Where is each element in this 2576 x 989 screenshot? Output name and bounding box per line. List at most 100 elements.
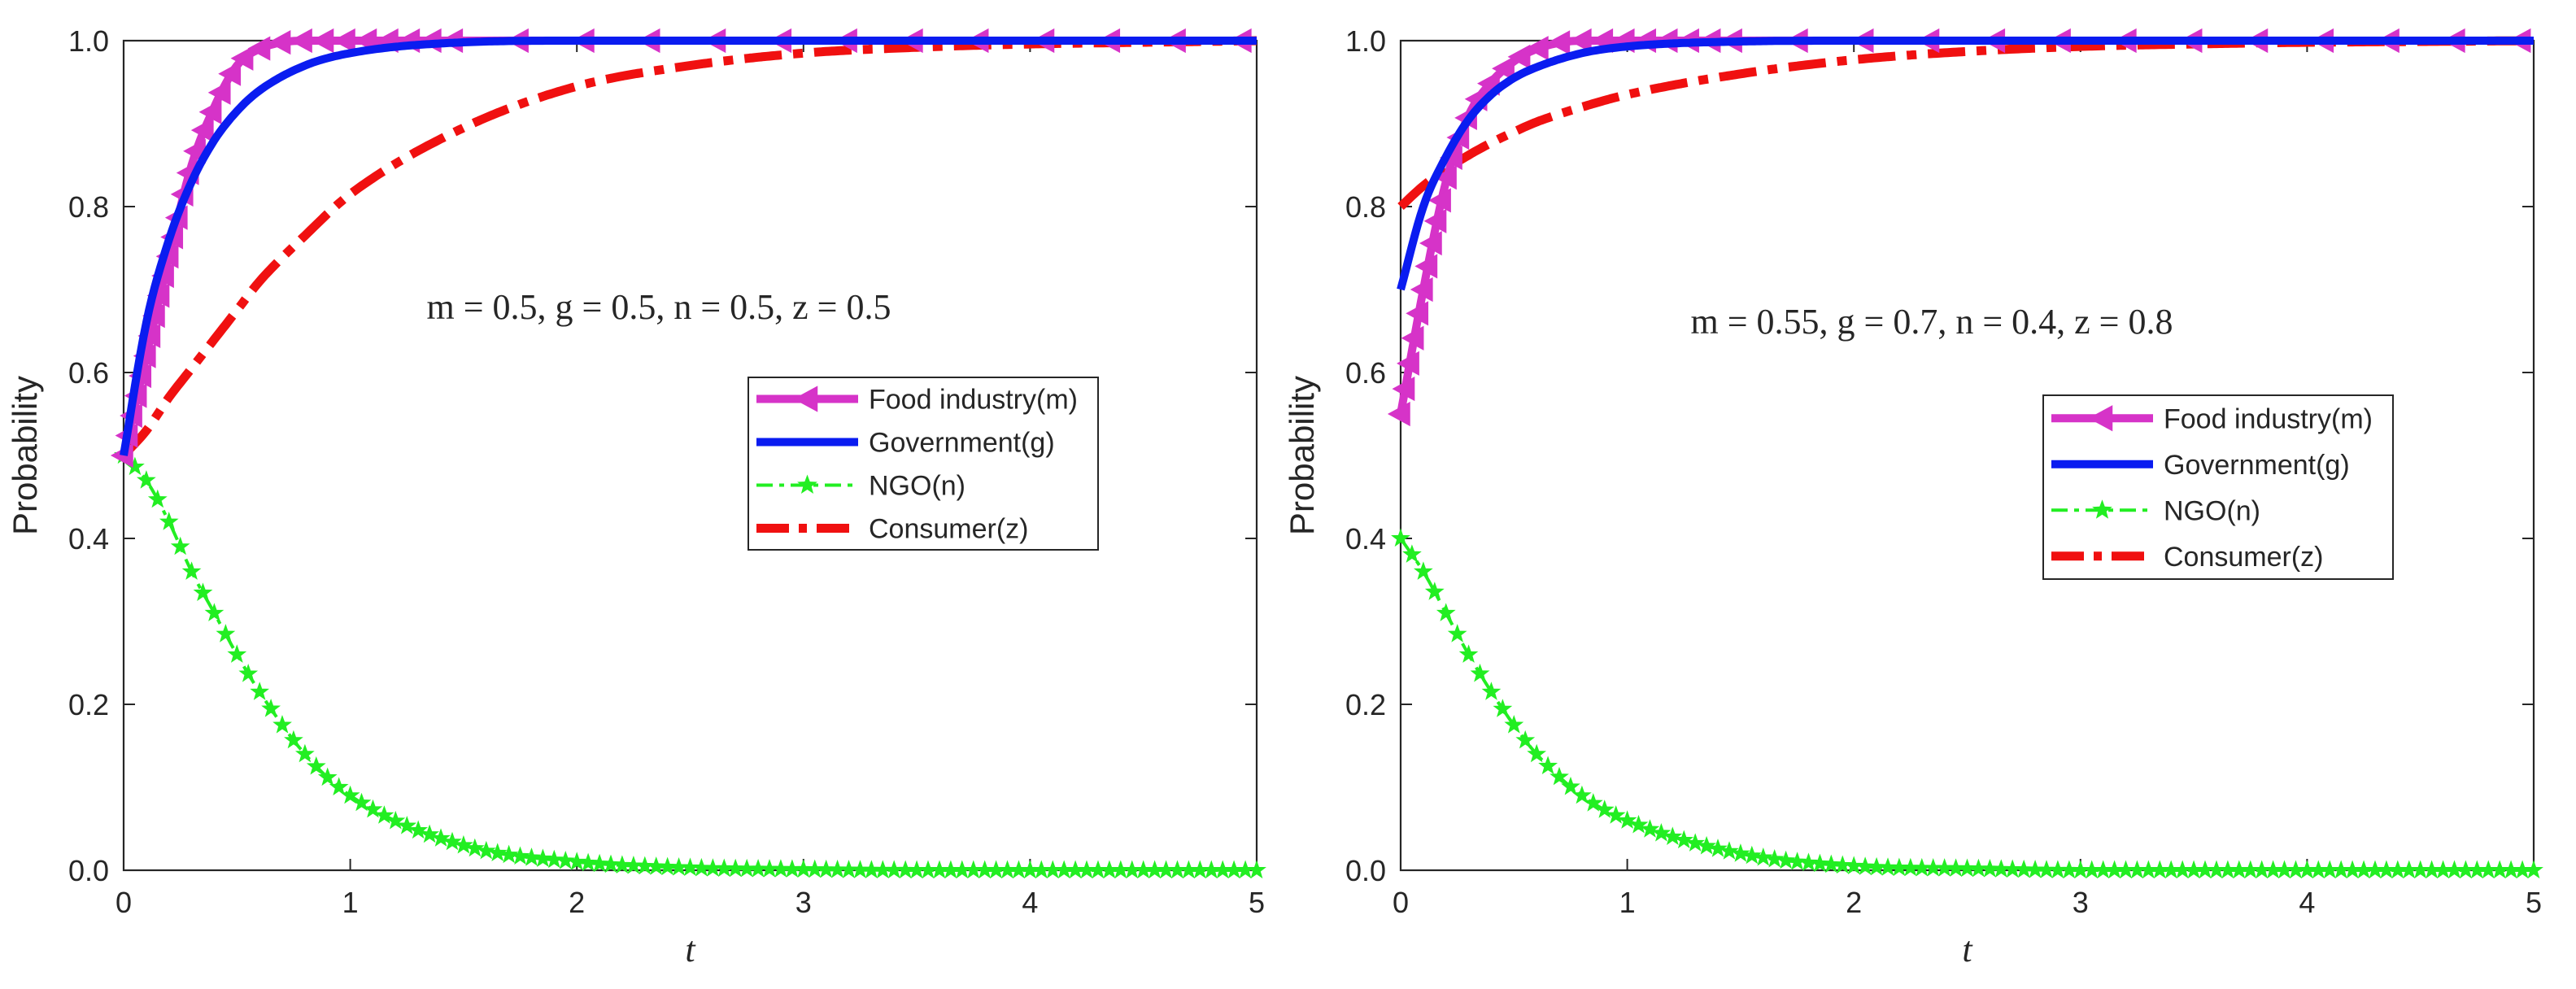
marker-ngo <box>204 603 224 621</box>
marker-ngo <box>272 715 292 734</box>
marker-ngo <box>329 777 349 796</box>
marker-food-industry <box>190 117 214 143</box>
parameter-annotation: m = 0.5, g = 0.5, n = 0.5, z = 0.5 <box>426 287 891 327</box>
legend-label-government: Government(g) <box>869 428 1055 459</box>
marker-ngo <box>363 799 383 818</box>
x-tick-label: 2 <box>1846 886 1862 919</box>
marker-ngo <box>1640 819 1660 838</box>
y-tick-label: 0.8 <box>1345 190 1386 224</box>
x-tick-label: 4 <box>2299 886 2315 919</box>
y-tick-label: 0.2 <box>68 688 109 721</box>
marker-food-industry <box>1419 230 1442 256</box>
legend-box <box>2042 394 2394 580</box>
marker-ngo <box>306 756 326 775</box>
marker-food-industry <box>1547 30 1571 55</box>
x-tick-label: 1 <box>342 886 359 919</box>
marker-ngo <box>1436 603 1456 621</box>
marker-food-industry <box>1434 165 1457 190</box>
marker-ngo <box>556 851 576 869</box>
marker-ngo <box>284 730 303 749</box>
marker-ngo <box>1798 852 1819 871</box>
legend-label-food-industry: Food industry(m) <box>2164 403 2373 434</box>
marker-ngo <box>159 512 179 530</box>
x-tick-label: 0 <box>116 886 132 919</box>
y-tick-label: 0.6 <box>68 356 109 390</box>
marker-food-industry <box>137 323 161 349</box>
marker-ngo <box>1481 682 1502 700</box>
marker-ngo <box>2524 860 2543 879</box>
marker-food-industry <box>230 46 254 71</box>
marker-ngo <box>136 470 156 489</box>
legend-label-food-industry: Food industry(m) <box>869 385 1078 416</box>
marker-ngo <box>1855 856 1875 875</box>
marker-ngo <box>227 644 247 663</box>
marker-food-industry <box>146 283 170 308</box>
marker-food-industry <box>1392 376 1415 402</box>
marker-ngo <box>294 743 315 763</box>
legend-marker-ngo <box>797 474 817 494</box>
marker-ngo <box>170 536 190 555</box>
marker-food-industry <box>1525 36 1549 61</box>
marker-ngo <box>1571 785 1592 804</box>
series-line-consumer <box>120 36 1258 459</box>
series-line-consumer <box>1397 36 2535 211</box>
marker-ngo <box>1550 766 1569 786</box>
marker-ngo <box>1764 849 1785 868</box>
marker-ngo <box>1628 814 1649 834</box>
marker-ngo <box>476 840 496 860</box>
chart-1: 0 1 2 3 4 5 0.0 0.2 0.4 0.6 0.8 1.0 t Probability m = … <box>6 24 1266 969</box>
marker-ngo <box>1776 850 1796 869</box>
x-tick-label: 3 <box>795 886 812 919</box>
marker-ngo <box>1458 644 1479 663</box>
series-line-government <box>1397 37 2535 291</box>
x-tick-label: 0 <box>1393 886 1409 919</box>
marker-ngo <box>397 816 417 834</box>
marker-ngo <box>386 810 406 830</box>
marker-ngo <box>1538 756 1558 774</box>
marker-ngo <box>374 805 394 824</box>
series-group <box>1387 28 2543 879</box>
marker-ngo <box>1527 743 1547 763</box>
x-axis-label: t <box>1962 930 1973 969</box>
marker-ngo <box>578 852 598 872</box>
legend: Food industry(m) Government(g) NGO(n) Consu… <box>2042 394 2394 580</box>
legend-box <box>748 377 1099 551</box>
marker-ngo <box>1413 561 1433 580</box>
marker-ngo <box>1674 830 1694 849</box>
marker-food-industry <box>1397 351 1419 376</box>
marker-ngo <box>1708 839 1728 857</box>
marker-ngo <box>1617 810 1637 829</box>
marker-ngo <box>193 582 213 601</box>
series-group <box>110 28 1266 879</box>
y-tick-label: 0.4 <box>68 522 109 555</box>
marker-ngo <box>567 852 587 870</box>
marker-ngo <box>1685 833 1705 852</box>
y-tick-label: 1.0 <box>1345 24 1386 58</box>
marker-ngo <box>1561 776 1580 795</box>
marker-food-industry <box>268 30 291 55</box>
marker-ngo <box>1844 856 1864 874</box>
marker-ngo <box>1391 528 1410 547</box>
marker-ngo <box>453 834 473 854</box>
marker-ngo <box>351 792 372 812</box>
marker-food-industry <box>247 36 271 61</box>
x-tick-label: 5 <box>1249 886 1265 919</box>
marker-ngo <box>1821 854 1842 874</box>
x-axis-label: t <box>685 930 696 969</box>
marker-ngo <box>544 849 564 869</box>
marker-ngo <box>464 838 485 857</box>
marker-ngo <box>521 847 542 866</box>
y-tick-label: 0.4 <box>1345 522 1386 555</box>
marker-ngo <box>510 846 530 865</box>
marker-ngo <box>1247 860 1266 879</box>
marker-ngo <box>1447 624 1467 643</box>
y-axis-label: Probability <box>1283 376 1321 535</box>
chart-2: 0 1 2 3 4 5 0.0 0.2 0.4 0.6 0.8 1.0 t Probability m = … <box>1283 24 2543 969</box>
marker-ngo <box>1810 853 1830 873</box>
marker-ngo <box>1606 805 1626 824</box>
marker-ngo <box>533 848 553 867</box>
legend-label-government: Government(g) <box>2164 450 2350 481</box>
x-tick-label: 5 <box>2526 886 2542 919</box>
marker-ngo <box>1594 799 1615 818</box>
marker-ngo <box>1720 841 1739 860</box>
